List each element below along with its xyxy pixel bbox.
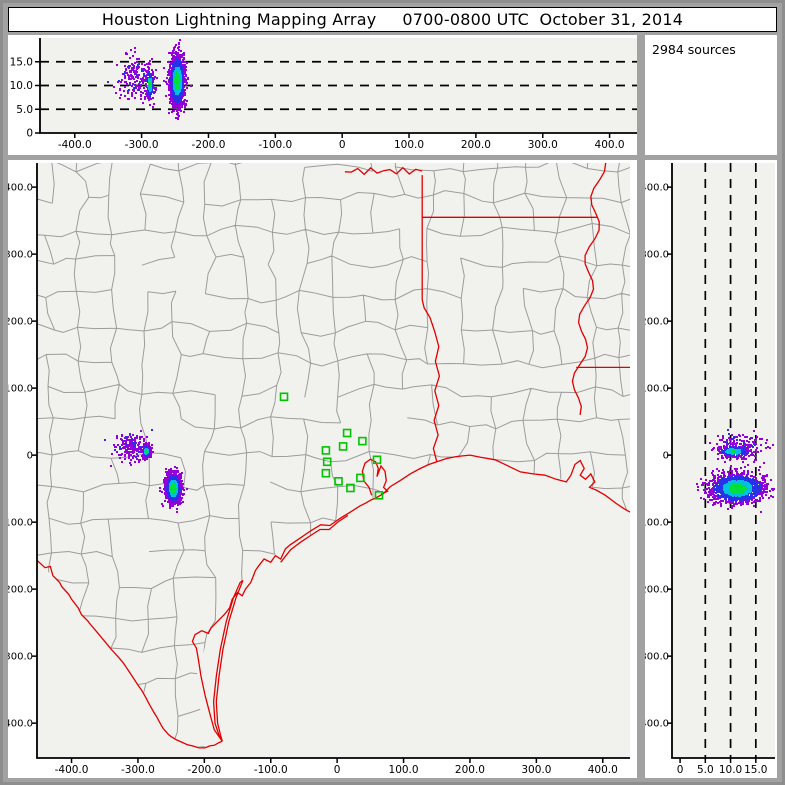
station-marker [346,483,355,493]
station-marker [372,455,382,465]
axis-spines [671,163,775,759]
svg-text:-400.0: -400.0 [645,719,669,730]
plot-background [37,163,630,758]
altitude-ns-panel[interactable]: 0 5.0 10.015.0 400.0 300.0 200.0 100.0 0 -100.0 -… [645,160,777,778]
plan-view-plot[interactable]: -400.0 -300.0 -200.0 -100.0 0 100.0 200.0 300.0… [8,160,637,778]
station-marker [321,446,331,455]
svg-text:100.0: 100.0 [8,384,33,395]
station-marker [374,490,384,500]
svg-text:10.0: 10.0 [10,80,33,92]
station-marker [334,476,343,486]
plot-background [672,163,775,758]
svg-text:-300.0: -300.0 [125,139,159,151]
svg-text:-300.0: -300.0 [645,652,669,663]
svg-text:0: 0 [677,764,684,776]
svg-text:-100.0: -100.0 [258,139,292,151]
matagorda-peninsula-outline [280,514,349,563]
station-marker [342,428,352,438]
svg-text:-200.0: -200.0 [192,139,226,151]
altitude-ew-plot[interactable]: -400.0 -300.0 -200.0 -100.0 0 100.0 200.0 300.0… [8,35,637,155]
svg-text:-300.0: -300.0 [8,652,33,663]
svg-text:0: 0 [27,451,33,462]
svg-text:400.0: 400.0 [588,764,618,776]
svg-text:-100.0: -100.0 [645,518,669,529]
svg-text:400.0: 400.0 [645,183,669,194]
x-axis-ticks: -400.0 -300.0 -200.0 -100.0 0 100.0 200.0 300.0… [58,133,625,151]
svg-text:-400.0: -400.0 [8,719,33,730]
altitude-ns-plot[interactable]: 0 5.0 10.015.0 400.0 300.0 200.0 100.0 0 -100.0 -… [645,160,777,778]
station-marker [338,442,348,451]
svg-text:-300.0: -300.0 [121,764,155,776]
svg-text:0: 0 [339,139,346,151]
svg-text:15.0: 15.0 [744,764,767,776]
y-axis-ticks: 0 5.0 10.0 15.0 [10,56,40,140]
axis-spines [36,163,630,759]
texas-louisiana-border [421,175,441,462]
x-axis-ticks: -400.0 -300.0 -200.0 -100.0 0 100.0 200.0 300.0… [55,758,618,776]
svg-text:-200.0: -200.0 [645,585,669,596]
lightning-sources-layer [107,39,192,120]
svg-text:200.0: 200.0 [645,317,669,328]
svg-text:0: 0 [26,128,33,140]
sources-count-box: 2984 sources [645,35,777,155]
lma-stations-layer [279,392,384,500]
lightning-sources-layer [104,429,188,513]
svg-text:-200.0: -200.0 [187,764,221,776]
station-marker [322,457,332,467]
svg-text:100.0: 100.0 [394,139,424,151]
svg-text:100.0: 100.0 [645,384,669,395]
padre-island-outline [212,579,244,742]
svg-text:-100.0: -100.0 [8,518,33,529]
altitude-reference-dashes [704,163,757,758]
svg-text:300.0: 300.0 [8,250,33,261]
rio-grande-border [36,559,223,749]
altitude-ew-panel[interactable]: -400.0 -300.0 -200.0 -100.0 0 100.0 200.0 300.0… [8,35,637,155]
svg-text:5.0: 5.0 [697,764,714,776]
svg-text:300.0: 300.0 [645,250,669,261]
altitude-reference-dashes [40,60,637,111]
svg-text:5.0: 5.0 [16,104,33,116]
svg-text:200.0: 200.0 [8,317,33,328]
station-marker [279,392,289,402]
svg-text:400.0: 400.0 [8,183,33,194]
title-datetime: 0700-0800 UTC October 31, 2014 [402,10,684,29]
svg-text:-200.0: -200.0 [8,585,33,596]
y-axis-ticks: 400.0 300.0 200.0 100.0 0 -100.0 -200.0 -300.0 -… [645,183,672,730]
svg-text:10.0: 10.0 [719,764,742,776]
gulf-coastline [191,454,631,742]
svg-text:300.0: 300.0 [521,764,551,776]
plan-view-map-panel[interactable]: -400.0 -300.0 -200.0 -100.0 0 100.0 200.0 300.0… [8,160,637,778]
station-marker [321,468,331,478]
svg-text:-100.0: -100.0 [254,764,288,776]
title-bar: Houston Lightning Mapping Array 0700-0800… [8,7,777,32]
title-text: Houston Lightning Mapping Array [101,10,377,29]
x-axis-ticks: 0 5.0 10.0 15.0 [677,758,768,776]
station-marker [356,473,365,483]
state-borders-layer [36,162,631,749]
lightning-sources-layer [696,429,775,513]
svg-text:400.0: 400.0 [595,139,625,151]
red-river-border [344,166,423,176]
mississippi-river-border [571,162,607,415]
sources-count-label: 2984 sources [652,42,736,57]
svg-text:200.0: 200.0 [455,764,485,776]
svg-text:0: 0 [663,451,669,462]
svg-text:0: 0 [334,764,341,776]
svg-text:300.0: 300.0 [528,139,558,151]
svg-text:200.0: 200.0 [461,139,491,151]
y-axis-ticks: 400.0 300.0 200.0 100.0 0 -100.0 -200.0 -300.0 -… [8,183,37,730]
svg-text:-400.0: -400.0 [58,139,92,151]
svg-text:-400.0: -400.0 [55,764,89,776]
svg-text:15.0: 15.0 [10,56,33,68]
svg-text:100.0: 100.0 [389,764,419,776]
station-marker [358,436,367,446]
